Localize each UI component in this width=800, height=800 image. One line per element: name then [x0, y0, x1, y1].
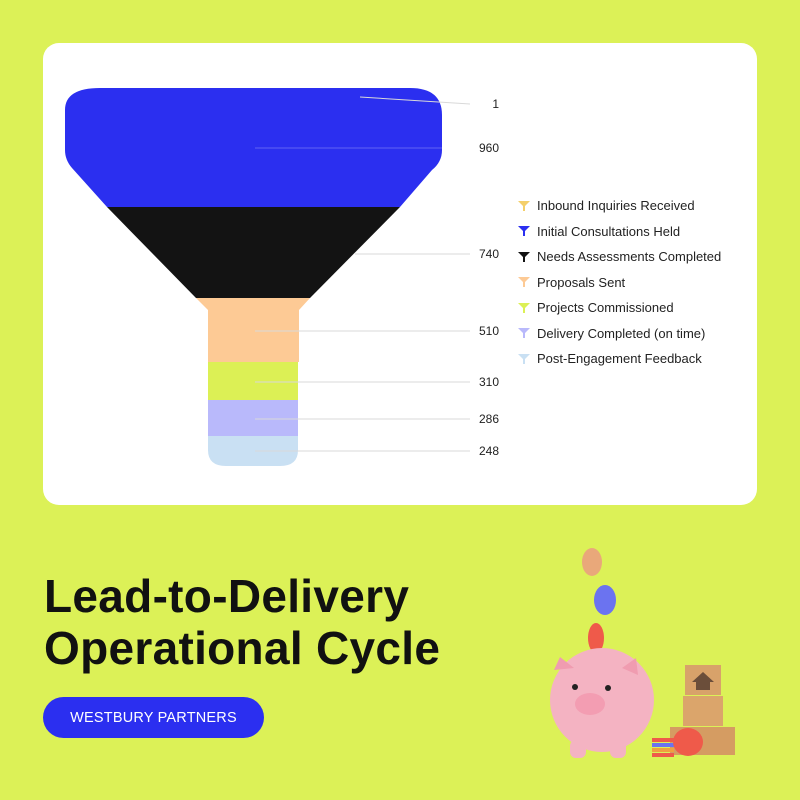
legend-label: Delivery Completed (on time): [537, 325, 706, 341]
legend-item[interactable]: Inbound Inquiries Received: [518, 193, 721, 219]
legend-item[interactable]: Post-Engagement Feedback: [518, 346, 721, 372]
chart-legend: Inbound Inquiries Received Initial Consul…: [518, 193, 721, 372]
legend-label: Needs Assessments Completed: [537, 249, 722, 265]
funnel-icon: [518, 277, 530, 288]
data-label: 248: [479, 444, 499, 458]
funnel-segment: [208, 400, 298, 436]
legend-label: Post-Engagement Feedback: [537, 351, 702, 367]
piggy-bank-illustration: [550, 548, 735, 758]
legend-label: Projects Commissioned: [537, 300, 674, 316]
title-line-1: Lead-to-Delivery: [44, 570, 410, 622]
data-label: 310: [479, 375, 499, 389]
data-label: 286: [479, 412, 499, 426]
coin-icon: [673, 728, 703, 756]
coin-icon: [594, 585, 616, 615]
legend-item[interactable]: Needs Assessments Completed: [518, 244, 721, 270]
funnel-icon: [518, 353, 530, 364]
house-icon: [692, 672, 714, 690]
funnel-segment: [107, 207, 400, 298]
funnel-segment: [196, 298, 310, 362]
legend-label: Initial Consultations Held: [537, 223, 681, 239]
title-line-2: Operational Cycle: [44, 622, 441, 674]
legend-item[interactable]: Projects Commissioned: [518, 295, 721, 321]
funnel-chart: 1 960 740 510 310 286 248: [65, 88, 499, 466]
data-label: 1: [492, 97, 499, 111]
coin-icon: [588, 623, 604, 653]
funnel-segment: [208, 436, 298, 466]
data-label: 510: [479, 324, 499, 338]
data-label: 960: [479, 141, 499, 155]
legend-item[interactable]: Initial Consultations Held: [518, 219, 721, 245]
brand-badge[interactable]: WESTBURY PARTNERS: [43, 697, 264, 738]
data-label: 740: [479, 247, 499, 261]
funnel-icon: [518, 251, 530, 262]
legend-item[interactable]: Delivery Completed (on time): [518, 321, 721, 347]
leader-line: [359, 96, 471, 105]
funnel-icon: [518, 200, 530, 211]
legend-label: Inbound Inquiries Received: [537, 198, 695, 214]
coin-icon: [582, 548, 602, 576]
legend-item[interactable]: Proposals Sent: [518, 270, 721, 296]
funnel-icon: [518, 226, 530, 237]
funnel-icon: [518, 328, 530, 339]
funnel-segment: [65, 88, 442, 207]
funnel-segment: [208, 362, 298, 400]
legend-label: Proposals Sent: [537, 274, 626, 290]
funnel-icon: [518, 302, 530, 313]
page-title: Lead-to-Delivery Operational Cycle: [44, 570, 440, 674]
